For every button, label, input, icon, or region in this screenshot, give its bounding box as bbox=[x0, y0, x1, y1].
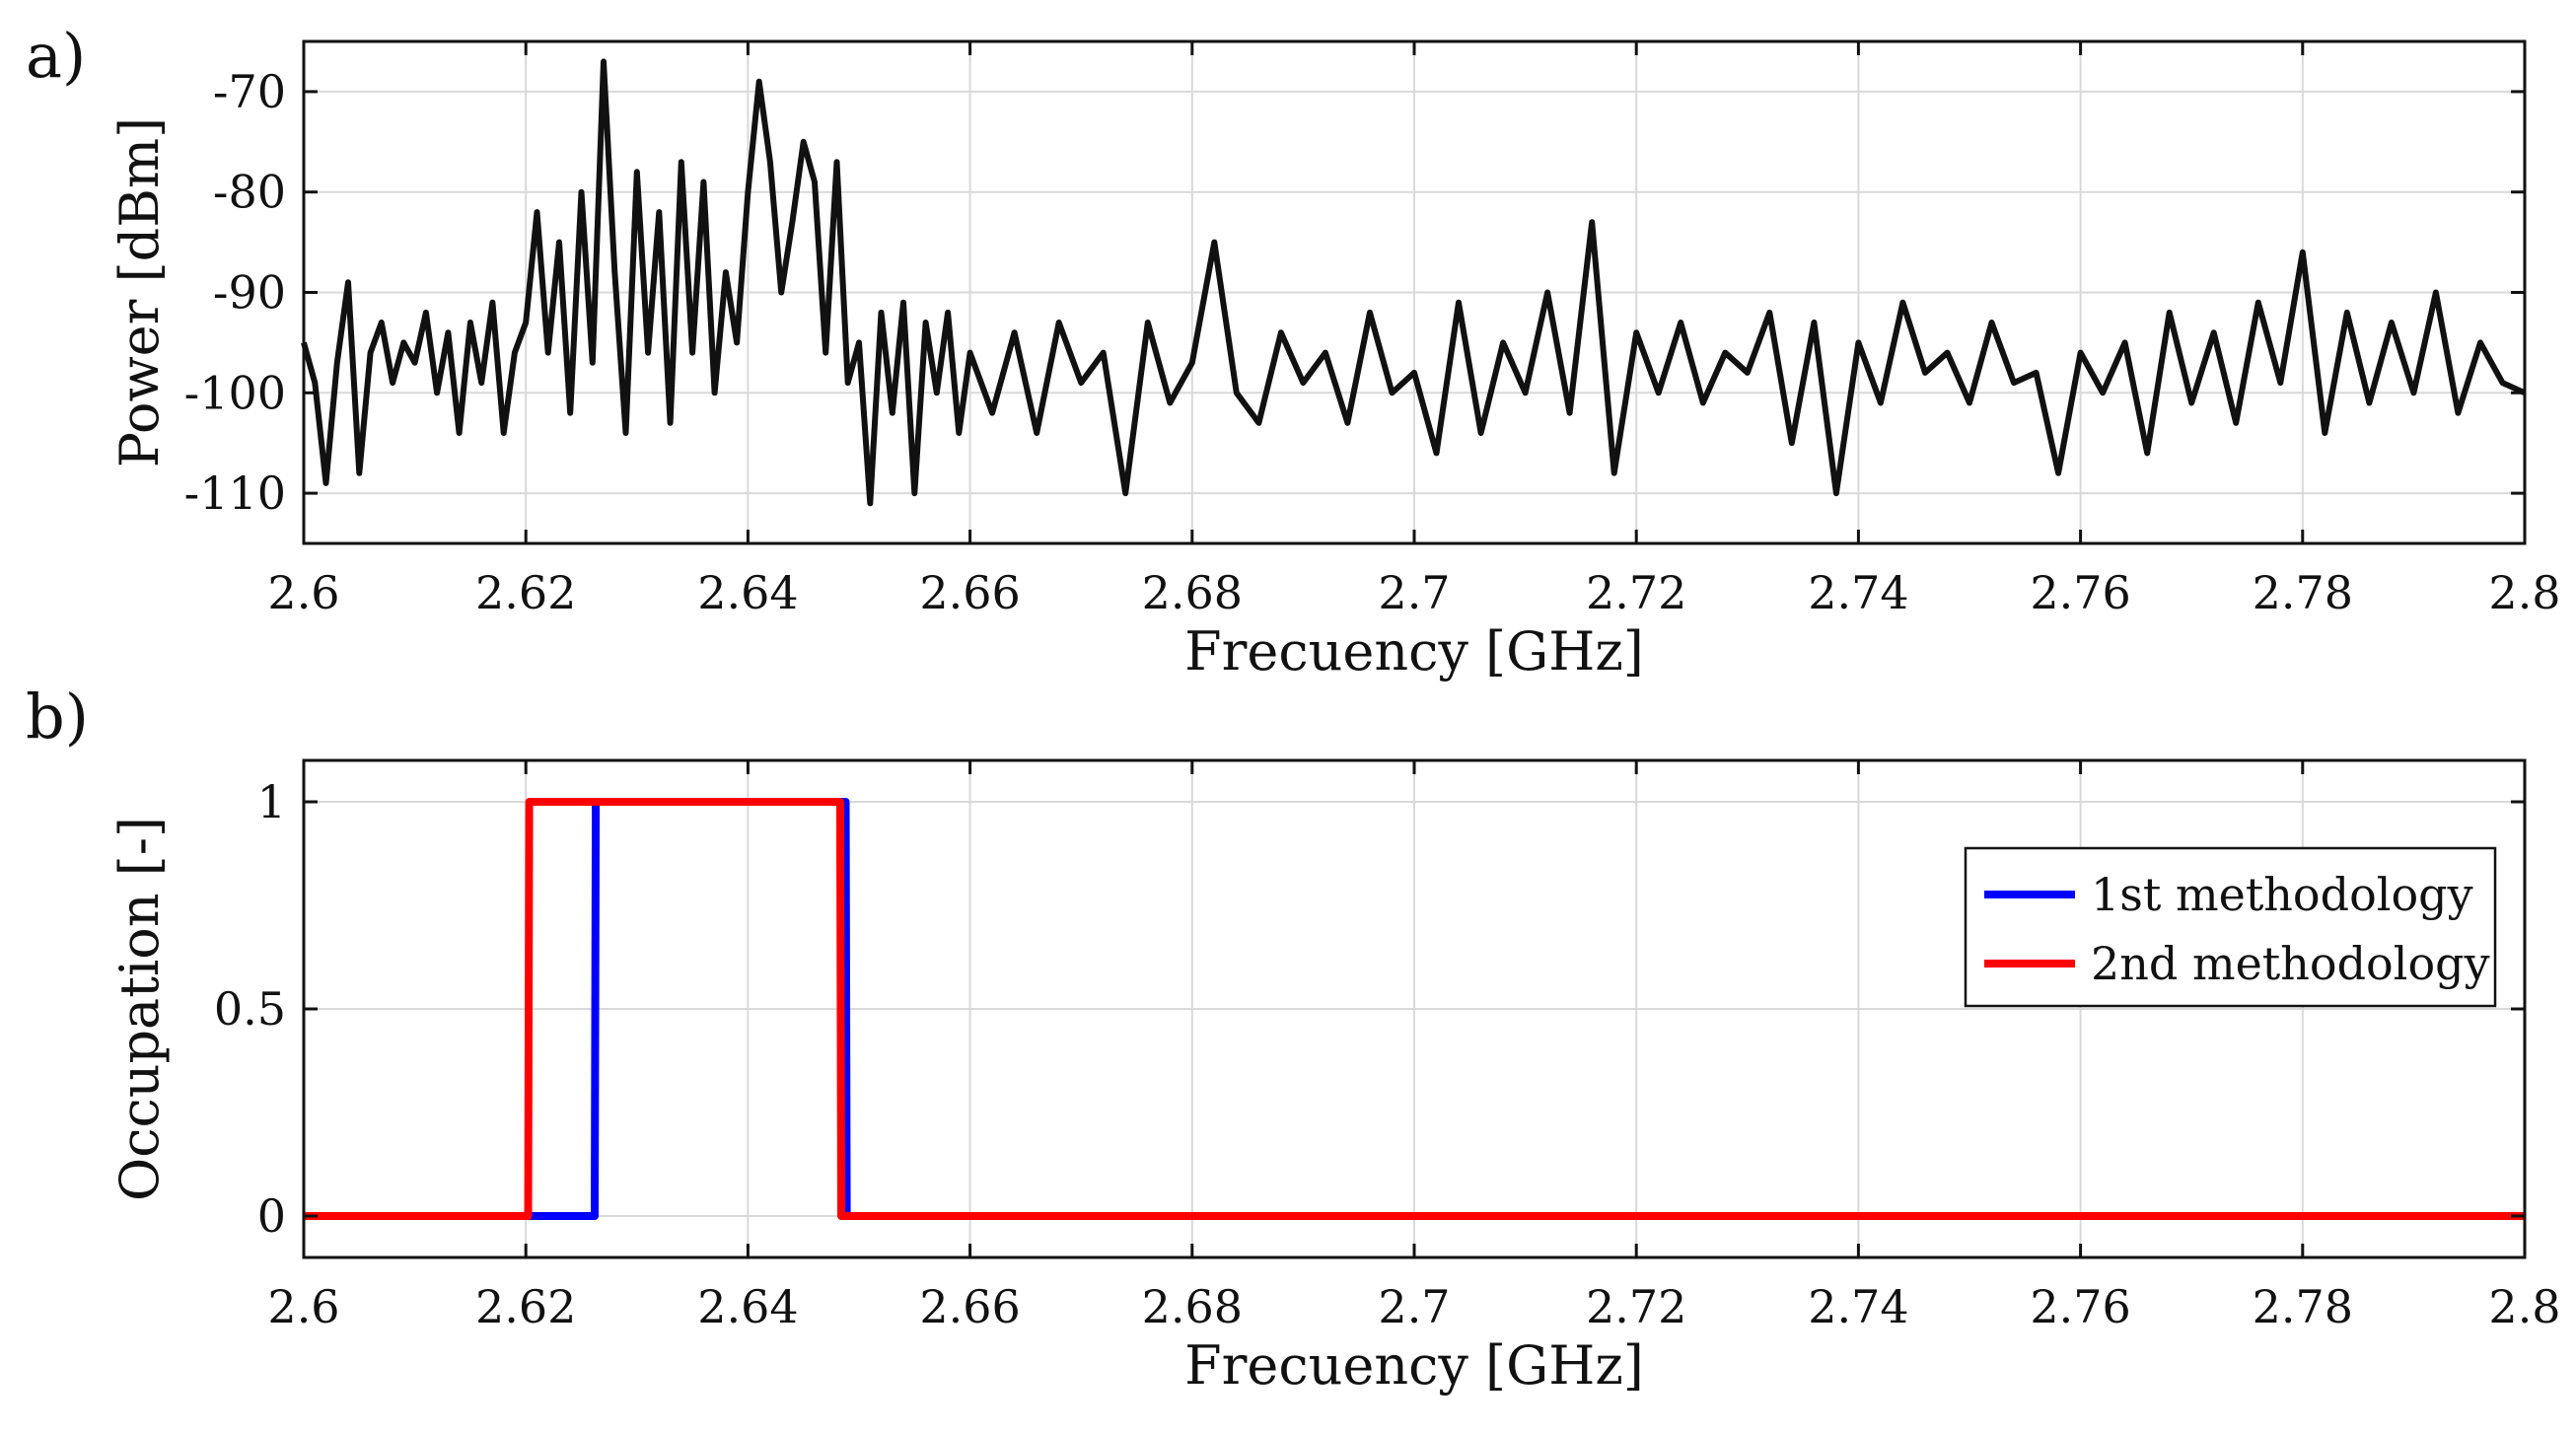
x-tick-label: 2.66 bbox=[919, 566, 1020, 619]
y-tick-label: 1 bbox=[257, 775, 286, 828]
panel-a-power-chart: 2.6 2.62 2.64 2.66 2.68 2.7 2.72 2.74 2.76 2.78 2.… bbox=[108, 39, 2561, 682]
panel-label-a: a) bbox=[26, 20, 86, 92]
x-tick-label: 2.72 bbox=[1586, 566, 1686, 619]
panel-a-y-axis-label: Power [dBm] bbox=[108, 117, 171, 467]
x-tick-label: 2.7 bbox=[1378, 1280, 1450, 1333]
x-tick-label: 2.72 bbox=[1586, 1280, 1686, 1333]
panel-label-b: b) bbox=[26, 681, 89, 753]
panel-a-ticks: 2.6 2.62 2.64 2.66 2.68 2.7 2.72 2.74 2.76 2.78 2.… bbox=[184, 41, 2561, 619]
y-tick-label: 0 bbox=[257, 1189, 286, 1243]
x-tick-label: 2.78 bbox=[2253, 1280, 2353, 1333]
panel-a-series bbox=[301, 58, 2527, 507]
y-tick-label: -110 bbox=[184, 466, 286, 520]
x-tick-label: 2.6 bbox=[267, 1280, 339, 1333]
x-tick-label: 2.7 bbox=[1378, 566, 1450, 619]
power-spectrum-line bbox=[301, 58, 2527, 507]
series-line-2nd-methodology bbox=[304, 798, 2525, 1220]
x-tick-label: 2.68 bbox=[1142, 1280, 1243, 1333]
legend: 1st methodology 2nd methodology bbox=[1964, 846, 2497, 1008]
panel-b-y-axis-label: Occupation [-] bbox=[108, 817, 171, 1201]
x-tick-label: 2.62 bbox=[475, 566, 576, 619]
x-tick-label: 2.76 bbox=[2030, 566, 2130, 619]
legend-box bbox=[1964, 846, 2497, 1008]
x-tick-label: 2.8 bbox=[2488, 1280, 2560, 1333]
legend-label-second: 2nd methodology bbox=[2091, 937, 2490, 990]
x-tick-label: 2.64 bbox=[697, 566, 798, 619]
panel-b-x-axis-label: Frecuency [GHz] bbox=[1184, 1334, 1644, 1397]
panel-a-x-axis-label: Frecuency [GHz] bbox=[1184, 620, 1644, 682]
panel-b-grid bbox=[303, 760, 2526, 1257]
y-tick-label: 0.5 bbox=[214, 982, 286, 1036]
y-tick-label: -100 bbox=[184, 366, 286, 419]
x-tick-label: 2.68 bbox=[1142, 566, 1243, 619]
panel-b-series bbox=[304, 798, 2525, 1220]
panel-b-ticks: 2.6 2.62 2.64 2.66 2.68 2.7 2.72 2.74 2.76 2.78 2.… bbox=[214, 760, 2561, 1333]
x-tick-label: 2.76 bbox=[2030, 1280, 2130, 1333]
x-tick-label: 2.74 bbox=[1808, 1280, 1908, 1333]
x-tick-label: 2.62 bbox=[475, 1280, 576, 1333]
y-tick-label: -90 bbox=[213, 266, 286, 320]
x-tick-label: 2.6 bbox=[267, 566, 339, 619]
x-tick-label: 2.66 bbox=[919, 1280, 1020, 1333]
panel-b-occupation-chart: 2.6 2.62 2.64 2.66 2.68 2.7 2.72 2.74 2.76 2.78 2.… bbox=[108, 758, 2561, 1397]
x-tick-label: 2.64 bbox=[697, 1280, 798, 1333]
y-tick-label: -80 bbox=[213, 166, 286, 219]
y-tick-label: -70 bbox=[213, 65, 286, 118]
panel-a-grid bbox=[303, 41, 2526, 543]
x-tick-label: 2.74 bbox=[1808, 566, 1908, 619]
x-tick-label: 2.8 bbox=[2488, 566, 2560, 619]
x-tick-label: 2.78 bbox=[2253, 566, 2353, 619]
legend-label-first: 1st methodology bbox=[2091, 868, 2473, 921]
